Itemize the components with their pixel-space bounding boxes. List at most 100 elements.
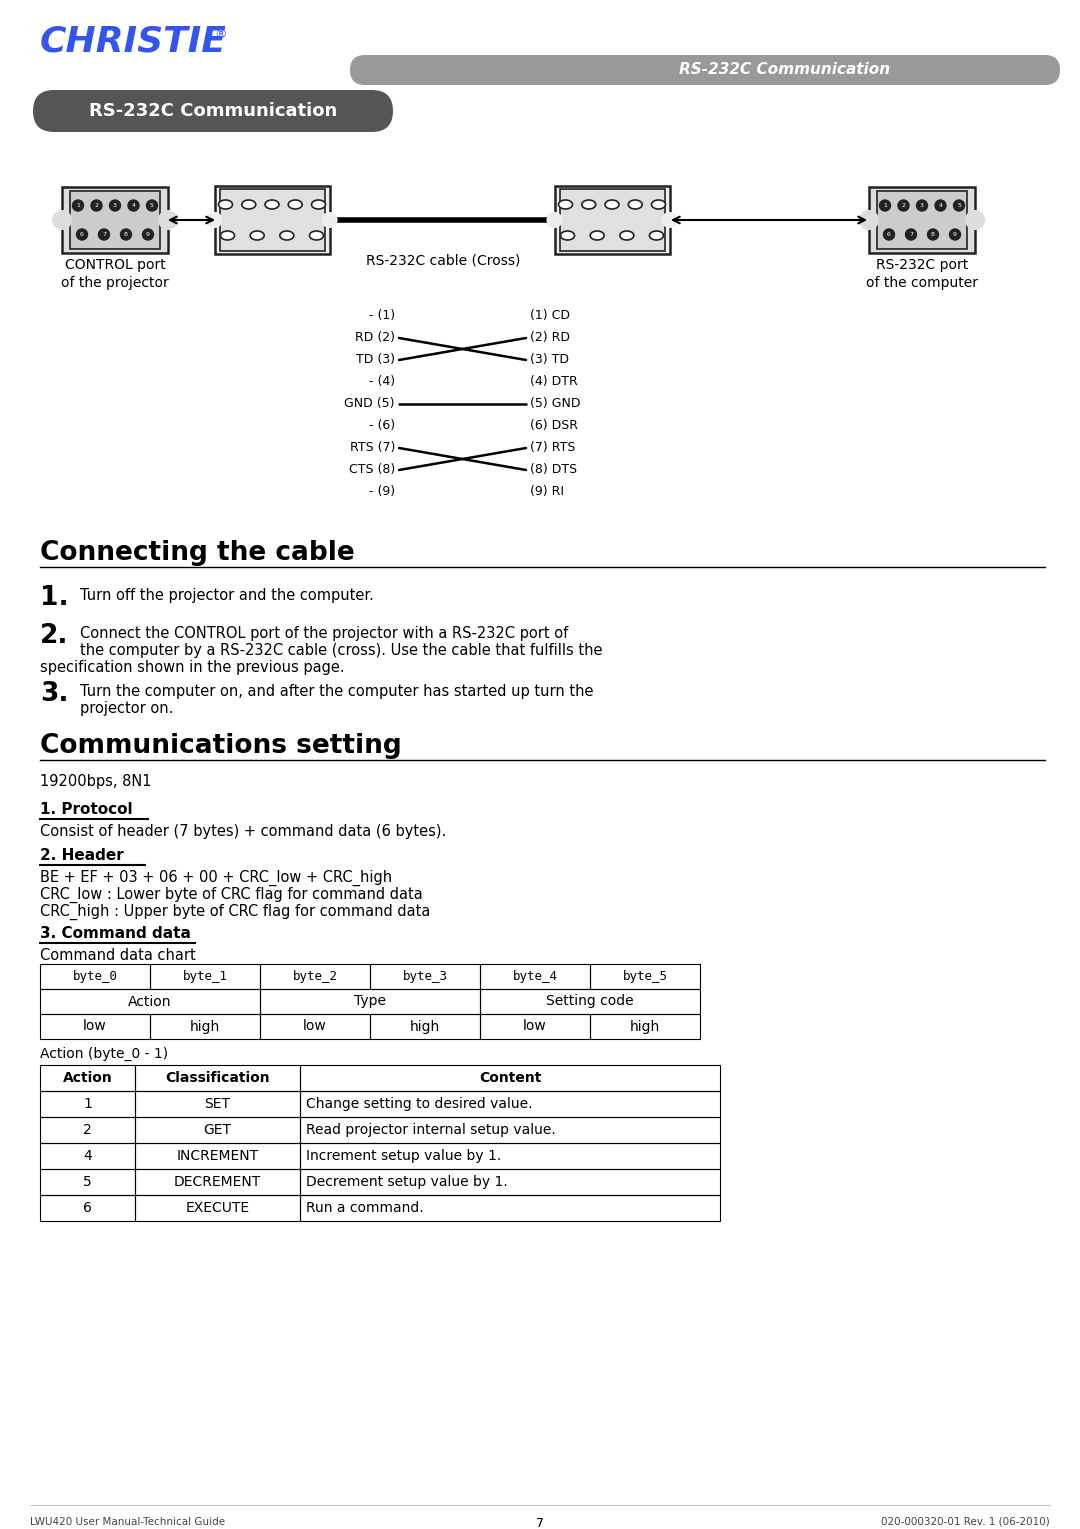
Text: 9: 9 [953,232,957,237]
Text: 2: 2 [902,203,905,208]
Bar [480,1014,590,1040]
Text: 6: 6 [83,1200,92,1216]
Text: 2: 2 [95,203,98,208]
Text: 1: 1 [883,203,887,208]
Ellipse shape [220,231,234,240]
Text: Action (byte_0 - 1): Action (byte_0 - 1) [40,1047,168,1061]
Bar [300,1144,720,1170]
Text: DECREMENT: DECREMENT [174,1174,261,1190]
Text: specification shown in the previous page.: specification shown in the previous page… [40,661,345,674]
Text: Read projector internal setup value.: Read projector internal setup value. [306,1122,556,1138]
Bar [40,1196,135,1222]
Ellipse shape [582,200,596,209]
Circle shape [935,200,946,211]
Bar [300,1092,720,1118]
Text: (1) CD: (1) CD [530,309,570,323]
Bar [260,989,480,1014]
Circle shape [159,211,177,229]
Ellipse shape [265,200,279,209]
Text: 020-000320-01 Rev. 1 (06-2010): 020-000320-01 Rev. 1 (06-2010) [881,1517,1050,1527]
Text: byte_3: byte_3 [403,969,447,983]
Text: INCREMENT: INCREMENT [176,1148,258,1164]
Circle shape [143,229,153,240]
Text: (6) DSR: (6) DSR [530,419,578,433]
Text: Increment setup value by 1.: Increment setup value by 1. [306,1148,501,1164]
Text: RS-232C cable (Cross): RS-232C cable (Cross) [366,252,521,268]
Text: (4) DTR: (4) DTR [530,376,578,388]
Text: low: low [303,1020,327,1034]
Bar [260,963,370,989]
Text: high: high [190,1020,220,1034]
Text: Consist of header (7 bytes) + command data (6 bytes).: Consist of header (7 bytes) + command da… [40,824,446,839]
Text: 1: 1 [83,1096,92,1112]
Text: (7) RTS: (7) RTS [530,442,576,454]
Bar [370,963,480,989]
Circle shape [121,229,132,240]
Text: 6: 6 [80,232,84,237]
FancyBboxPatch shape [219,190,324,251]
FancyBboxPatch shape [62,187,168,252]
Text: Run a command.: Run a command. [306,1200,423,1216]
Text: byte_1: byte_1 [183,969,228,983]
Circle shape [109,200,121,211]
Text: low: low [83,1020,107,1034]
Circle shape [98,229,109,240]
Text: 8: 8 [124,232,127,237]
Text: 7: 7 [536,1517,544,1529]
FancyBboxPatch shape [559,190,664,251]
Text: Decrement setup value by 1.: Decrement setup value by 1. [306,1174,508,1190]
Text: 3.: 3. [40,680,68,706]
Bar [40,989,260,1014]
Ellipse shape [561,231,575,240]
Circle shape [917,200,928,211]
Text: SET: SET [204,1096,230,1112]
Text: Connect the CONTROL port of the projector with a RS-232C port of: Connect the CONTROL port of the projecto… [80,625,568,641]
Text: (2) RD: (2) RD [530,332,570,344]
FancyBboxPatch shape [869,187,975,252]
Text: Connecting the cable: Connecting the cable [40,540,354,566]
Text: 4: 4 [83,1148,92,1164]
Bar [40,1014,150,1040]
Text: 4: 4 [939,203,943,208]
Text: Communications setting: Communications setting [40,732,402,758]
Circle shape [966,211,984,229]
Text: CHRISTIE: CHRISTIE [40,24,227,60]
Ellipse shape [590,231,604,240]
Text: RD (2): RD (2) [355,332,395,344]
Text: 2. Header: 2. Header [40,849,124,862]
Text: 9: 9 [146,232,150,237]
Circle shape [860,211,878,229]
Text: 3: 3 [920,203,924,208]
Ellipse shape [288,200,302,209]
Ellipse shape [251,231,265,240]
Text: 7: 7 [102,232,106,237]
Text: Action: Action [63,1070,112,1086]
Text: - (9): - (9) [369,486,395,498]
Bar [135,1196,300,1222]
Text: byte_5: byte_5 [622,969,667,983]
Text: CRC_high : Upper byte of CRC flag for command data: CRC_high : Upper byte of CRC flag for co… [40,904,430,920]
Circle shape [905,229,917,240]
Circle shape [53,211,71,229]
Text: 2: 2 [83,1122,92,1138]
Text: byte_4: byte_4 [513,969,557,983]
Text: 1.: 1. [40,586,69,612]
Text: CRC_low : Lower byte of CRC flag for command data: CRC_low : Lower byte of CRC flag for com… [40,887,422,904]
FancyBboxPatch shape [877,191,967,249]
Text: CTS (8): CTS (8) [349,463,395,477]
Circle shape [928,229,939,240]
Circle shape [548,213,562,226]
Circle shape [207,213,221,226]
Ellipse shape [242,200,256,209]
Text: CONTROL port
of the projector: CONTROL port of the projector [62,258,168,291]
Text: 19200bps, 8N1: 19200bps, 8N1 [40,774,151,789]
Text: projector on.: projector on. [80,700,174,716]
Text: Setting code: Setting code [546,994,634,1009]
Text: (5) GND: (5) GND [530,398,581,410]
Circle shape [323,213,337,226]
Circle shape [147,200,158,211]
Text: high: high [630,1020,660,1034]
Bar [150,963,260,989]
Text: 2.: 2. [40,622,68,648]
Bar [40,963,150,989]
